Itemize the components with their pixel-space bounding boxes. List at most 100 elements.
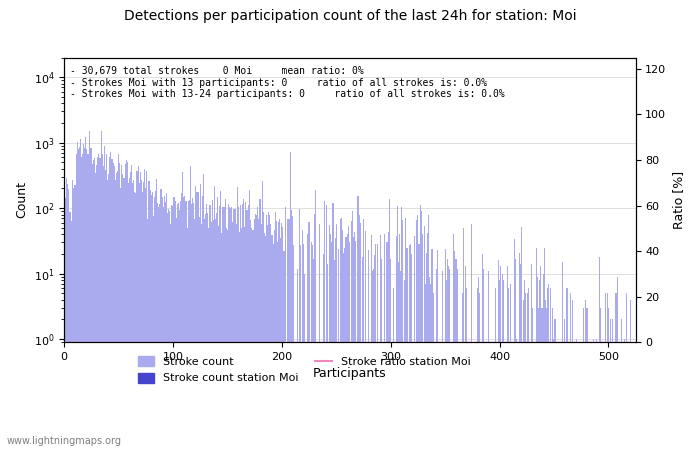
Bar <box>250 220 251 450</box>
Bar <box>160 189 162 450</box>
Bar <box>610 320 611 450</box>
Bar <box>123 178 125 450</box>
Bar <box>466 288 468 450</box>
Bar <box>421 234 423 450</box>
Bar <box>390 259 391 450</box>
Bar <box>289 219 290 450</box>
Bar <box>377 244 378 450</box>
Bar <box>105 170 106 450</box>
Bar <box>288 219 289 450</box>
Bar <box>178 203 179 450</box>
Bar <box>228 204 229 450</box>
Bar <box>395 237 397 450</box>
Bar <box>206 204 207 450</box>
Bar <box>302 230 303 450</box>
Bar <box>101 131 102 450</box>
Bar <box>139 183 140 450</box>
Bar <box>340 219 341 450</box>
Bar <box>521 227 522 450</box>
Bar <box>523 300 524 450</box>
Bar <box>299 209 300 450</box>
Bar <box>515 259 517 450</box>
Bar <box>548 284 549 450</box>
Bar <box>326 205 327 450</box>
Bar <box>127 162 128 450</box>
Bar <box>599 257 600 450</box>
Bar <box>240 205 241 450</box>
Bar <box>374 256 375 450</box>
Bar <box>187 228 188 450</box>
Bar <box>134 192 135 450</box>
Bar <box>272 244 274 450</box>
Bar <box>411 254 412 450</box>
Bar <box>524 280 525 450</box>
Bar <box>431 249 433 450</box>
Bar <box>131 165 132 450</box>
Bar <box>220 191 221 450</box>
Bar <box>498 261 499 450</box>
Bar <box>362 257 363 450</box>
Bar <box>94 158 95 450</box>
Bar <box>525 293 526 450</box>
Bar <box>319 224 321 450</box>
Bar <box>424 226 425 450</box>
Bar <box>233 209 235 450</box>
Bar <box>433 293 434 450</box>
Bar <box>229 207 230 450</box>
Bar <box>223 207 225 450</box>
Bar <box>393 288 395 450</box>
Bar <box>397 206 398 450</box>
Y-axis label: Count: Count <box>15 181 28 218</box>
Bar <box>113 166 115 450</box>
Bar <box>545 300 546 450</box>
Bar <box>239 232 240 450</box>
Bar <box>387 242 388 450</box>
Text: www.lightningmaps.org: www.lightningmaps.org <box>7 436 122 446</box>
Bar <box>313 259 314 450</box>
Bar <box>97 157 99 450</box>
Bar <box>323 201 325 450</box>
Bar <box>71 221 72 450</box>
Bar <box>216 213 217 450</box>
Bar <box>194 219 195 450</box>
Bar <box>209 206 211 450</box>
Bar <box>338 249 339 450</box>
Bar <box>68 189 69 450</box>
Bar <box>141 180 142 450</box>
Bar <box>363 219 364 450</box>
Bar <box>500 266 501 450</box>
Bar <box>205 213 206 450</box>
Bar <box>104 146 105 450</box>
Bar <box>106 154 107 450</box>
Bar <box>398 262 399 450</box>
Bar <box>167 213 168 450</box>
Bar <box>199 184 201 450</box>
Bar <box>447 259 448 450</box>
Bar <box>564 320 566 450</box>
Bar <box>207 213 209 450</box>
Bar <box>449 269 450 450</box>
Bar <box>477 288 478 450</box>
Bar <box>117 171 118 450</box>
Bar <box>136 171 138 450</box>
Bar <box>170 224 172 450</box>
Bar <box>348 226 349 450</box>
Bar <box>150 195 152 450</box>
Bar <box>352 211 353 450</box>
Bar <box>290 153 291 450</box>
Bar <box>148 181 150 450</box>
Bar <box>76 142 78 450</box>
Bar <box>246 210 248 450</box>
Bar <box>503 280 505 450</box>
Bar <box>251 228 252 450</box>
Bar <box>152 192 153 450</box>
Bar <box>84 148 85 450</box>
Bar <box>133 180 134 450</box>
Bar <box>600 308 601 450</box>
Bar <box>181 194 182 450</box>
Bar <box>478 277 480 450</box>
Bar <box>197 192 199 450</box>
Bar <box>514 239 515 450</box>
Bar <box>414 236 415 450</box>
Bar <box>193 203 194 450</box>
